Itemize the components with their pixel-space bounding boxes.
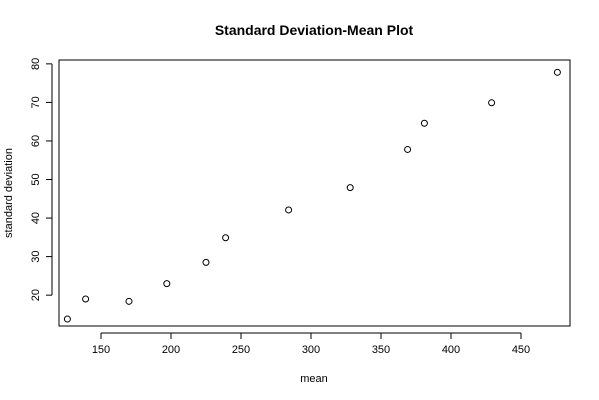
- y-tick-label: 20: [30, 289, 42, 301]
- x-axis-title: mean: [300, 373, 328, 385]
- plot-frame: [58, 59, 571, 327]
- x-tick-label: 400: [442, 344, 460, 356]
- data-point: [420, 119, 428, 127]
- x-tick-label: 300: [302, 344, 320, 356]
- x-tick-label: 250: [232, 344, 250, 356]
- data-point: [63, 315, 71, 323]
- data-point: [163, 280, 171, 288]
- y-tick-label: 70: [30, 96, 42, 108]
- data-points: [63, 68, 561, 323]
- data-point: [346, 184, 354, 192]
- y-tick-label: 60: [30, 135, 42, 147]
- y-tick-label: 30: [30, 250, 42, 262]
- data-point: [488, 99, 496, 107]
- y-tick-label: 50: [30, 173, 42, 185]
- x-tick-label: 200: [162, 344, 180, 356]
- data-point: [125, 297, 133, 305]
- y-axis-title: standard deviation: [3, 148, 15, 238]
- x-axis: 150 200 250 300 350 400 450: [92, 332, 530, 356]
- chart-title: Standard Deviation-Mean Plot: [215, 22, 414, 38]
- data-point: [285, 206, 293, 214]
- data-point: [404, 145, 412, 153]
- data-point: [202, 258, 210, 266]
- data-point: [553, 68, 561, 76]
- y-axis: 20 30 40 50 60 70 80: [30, 58, 53, 301]
- data-point: [82, 295, 90, 303]
- x-tick-label: 350: [372, 344, 390, 356]
- y-tick-label: 40: [30, 212, 42, 224]
- data-point: [222, 234, 230, 242]
- x-tick-label: 450: [512, 344, 530, 356]
- x-tick-label: 150: [92, 344, 110, 356]
- y-tick-label: 80: [30, 58, 42, 70]
